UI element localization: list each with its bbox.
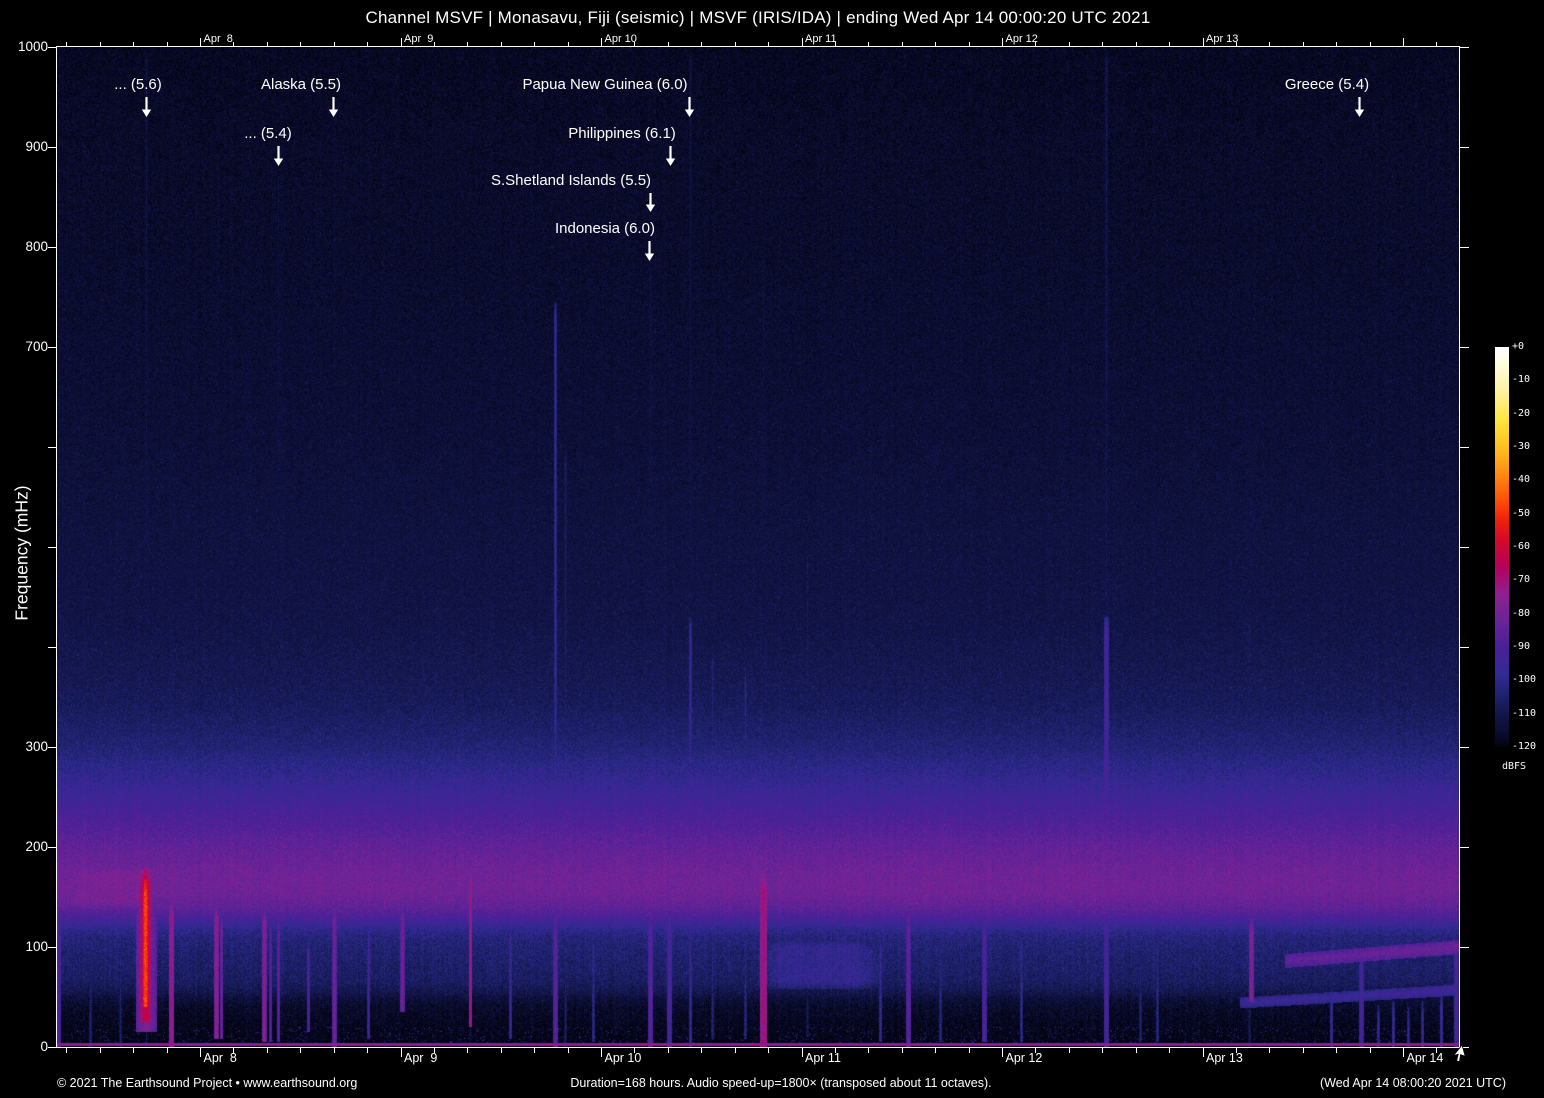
y-tick-label: 300 [25, 739, 48, 754]
y-tick-label: 900 [25, 139, 48, 154]
x-minor-tick-bottom [1102, 1048, 1104, 1053]
x-minor-tick-bottom [1135, 1048, 1137, 1053]
x-minor-tick-bottom [433, 1048, 435, 1053]
x-major-tick-bottom [601, 1048, 602, 1057]
x-minor-tick-bottom [534, 1048, 536, 1053]
y-tick-right [1460, 946, 1469, 948]
colorbar-tick-label: -70 [1512, 574, 1531, 586]
colorbar [1495, 347, 1509, 747]
y-tick-right [1460, 46, 1469, 48]
colorbar-tick-label: -80 [1512, 607, 1531, 619]
x-minor-tick-bottom [1169, 1048, 1171, 1053]
y-tick-right [1460, 446, 1469, 448]
x-minor-tick-bottom [1035, 1048, 1037, 1053]
mouse-cursor [1452, 1044, 1466, 1063]
x-minor-tick-bottom [567, 1048, 569, 1053]
x-minor-tick-bottom [968, 1048, 970, 1053]
x-major-tick-bottom [200, 1048, 201, 1057]
x-minor-tick-bottom [1235, 1048, 1237, 1053]
y-tick-right [1460, 646, 1469, 648]
x-minor-tick-bottom [1068, 1048, 1070, 1053]
x-minor-tick-bottom [166, 1048, 168, 1053]
y-tick-label: 100 [25, 939, 48, 954]
x-minor-tick-bottom [768, 1048, 770, 1053]
x-minor-tick-bottom [868, 1048, 870, 1053]
colorbar-unit-label: dBFS [1501, 761, 1527, 772]
x-tick-label-bottom: Apr 12 [1005, 1051, 1043, 1065]
colorbar-tick-label: -10 [1512, 374, 1531, 386]
y-tick-right [1460, 546, 1469, 548]
x-minor-tick-bottom [367, 1048, 369, 1053]
x-minor-tick-bottom [701, 1048, 703, 1053]
y-tick-label: 1000 [17, 39, 48, 54]
colorbar-tick-label: +0 [1512, 341, 1525, 352]
x-minor-tick-bottom [667, 1048, 669, 1053]
x-minor-tick-bottom [834, 1048, 836, 1053]
x-minor-tick-bottom [233, 1048, 235, 1053]
x-minor-tick-bottom [133, 1048, 135, 1053]
y-tick-right [1460, 346, 1469, 348]
colorbar-tick-label: -20 [1512, 407, 1531, 419]
x-minor-tick-bottom [634, 1048, 636, 1053]
colorbar-tick-label: -40 [1512, 474, 1531, 486]
plot-frame [56, 46, 1460, 1048]
y-tick-right [1460, 746, 1469, 748]
x-minor-tick-bottom [266, 1048, 268, 1053]
x-minor-tick-bottom [500, 1048, 502, 1053]
y-tick-right [1460, 146, 1469, 148]
x-tick-label-top: Apr 11 [805, 33, 837, 45]
duration-text: Duration=168 hours. Audio speed-up=1800×… [570, 1076, 992, 1090]
x-tick-label-top: Apr 9 [404, 33, 434, 45]
y-tick-label: 0 [40, 1039, 48, 1054]
x-tick-label-top: Apr 13 [1206, 33, 1239, 45]
x-tick-label-bottom: Apr 11 [805, 1051, 841, 1065]
x-minor-tick-bottom [1369, 1048, 1371, 1053]
x-minor-tick-bottom [1302, 1048, 1304, 1053]
chart-title: Channel MSVF | Monasavu, Fiji (seismic) … [365, 8, 1151, 27]
render-timestamp-text: (Wed Apr 14 08:00:20 2021 UTC) [1320, 1076, 1506, 1090]
y-axis-label: Frequency (mHz) [11, 485, 32, 621]
y-tick-right [1460, 846, 1469, 848]
x-major-tick-bottom [1403, 1048, 1404, 1057]
y-tick-label: 800 [25, 239, 48, 254]
colorbar-tick-label: -30 [1512, 441, 1531, 452]
colorbar-tick-label: -100 [1512, 674, 1537, 686]
x-minor-tick-bottom [99, 1048, 101, 1053]
x-major-tick-bottom [1002, 1048, 1003, 1057]
x-tick-label-bottom: Apr 9 [404, 1051, 438, 1065]
colorbar-tick-label: -110 [1512, 707, 1537, 719]
x-tick-label-top: Apr 8 [203, 33, 233, 45]
y-tick-label: 700 [25, 339, 48, 354]
x-minor-tick-bottom [66, 1048, 68, 1053]
copyright-text: © 2021 The Earthsound Project • www.eart… [57, 1076, 358, 1090]
x-major-tick-bottom [1202, 1048, 1204, 1057]
x-tick-label-bottom: Apr 13 [1206, 1051, 1243, 1065]
x-tick-label-top: Apr 10 [604, 33, 637, 45]
colorbar-tick-label: -50 [1512, 507, 1531, 519]
y-tick-label: 200 [25, 839, 48, 854]
x-minor-tick-bottom [333, 1048, 335, 1053]
y-tick-right [1460, 246, 1469, 248]
colorbar-tick-label: -120 [1512, 741, 1537, 752]
spectrogram-canvas [57, 47, 1459, 1047]
x-minor-tick-bottom [1336, 1048, 1338, 1053]
x-minor-tick-bottom [1269, 1048, 1271, 1053]
x-minor-tick-bottom [935, 1048, 937, 1053]
x-minor-tick-bottom [300, 1048, 302, 1053]
x-minor-tick-bottom [734, 1048, 736, 1053]
x-minor-tick-bottom [901, 1048, 903, 1053]
x-major-tick-bottom [801, 1048, 803, 1057]
x-tick-label-top: Apr 12 [1005, 33, 1038, 45]
x-tick-label-bottom: Apr 10 [604, 1051, 642, 1065]
x-tick-label-bottom: Apr 8 [203, 1051, 237, 1065]
x-major-tick-bottom [400, 1048, 402, 1057]
x-minor-tick-bottom [467, 1048, 469, 1053]
colorbar-tick-label: -60 [1512, 541, 1531, 552]
x-tick-label-bottom: Apr 14 [1406, 1051, 1444, 1065]
x-minor-tick-bottom [1436, 1048, 1438, 1053]
colorbar-tick-label: -90 [1512, 641, 1531, 652]
